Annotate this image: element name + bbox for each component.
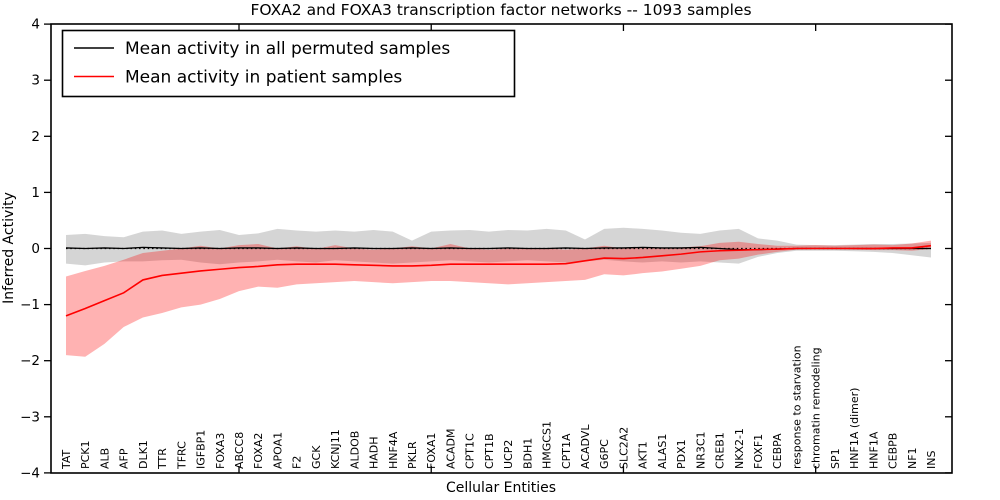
- x-tick-label: DLK1: [137, 440, 150, 469]
- legend-box: [61, 29, 516, 98]
- x-tick-label: PDX1: [675, 439, 688, 469]
- x-tick-label: NF1: [906, 447, 919, 469]
- patient-band: [66, 240, 931, 357]
- y-tick-label: 3: [31, 73, 40, 89]
- x-tick-label: AFP: [118, 448, 131, 469]
- legend: Mean activity in all permuted samples Me…: [61, 29, 516, 98]
- x-tick-label: INS: [925, 451, 938, 469]
- legend-permuted-label: Mean activity in all permuted samples: [125, 39, 450, 59]
- x-tick-label: TFRC: [175, 441, 188, 470]
- x-tick-label: CPT1A: [560, 433, 573, 469]
- x-tick-label: PKLR: [406, 441, 419, 469]
- y-tick-label: −2: [20, 353, 40, 369]
- x-tick-label: HNF1A: [867, 431, 880, 469]
- x-tick-label: APOA1: [271, 432, 284, 469]
- x-tick-label: GCK: [310, 445, 323, 469]
- permuted-band: [66, 227, 931, 266]
- y-tick-label: −4: [20, 465, 40, 481]
- x-tick-label: CREB1: [714, 432, 727, 469]
- y-axis-label: Inferred Activity: [1, 192, 17, 304]
- x-tick-label: HADH: [368, 436, 381, 469]
- x-tick-label: SP1: [829, 448, 842, 469]
- x-tick-label: HNF4A: [387, 431, 400, 469]
- y-tick-label: 2: [31, 129, 40, 145]
- x-tick-label: CPT1C: [464, 433, 477, 469]
- y-tick-label: 1: [31, 185, 40, 201]
- x-tick-label: TAT: [60, 449, 73, 470]
- y-tick-label: 4: [31, 17, 40, 33]
- chart-title: FOXA2 and FOXA3 transcription factor net…: [250, 1, 751, 19]
- x-tick-label: FOXA2: [252, 433, 265, 469]
- x-tick-label: IGFBP1: [195, 430, 208, 469]
- x-tick-label: NKX2-1: [733, 428, 746, 469]
- legend-patient-label: Mean activity in patient samples: [125, 68, 402, 88]
- x-tick-label: UCP2: [502, 440, 515, 469]
- x-tick-label: PCK1: [79, 440, 92, 469]
- x-tick-label: HNF1A (dimer): [848, 388, 861, 469]
- x-tick-label: ALB: [98, 448, 111, 469]
- y-tick-label: −3: [20, 409, 40, 425]
- x-tick-label: ACADVL: [579, 424, 592, 469]
- x-tick-label: chromatin remodeling: [810, 347, 823, 469]
- x-tick-label: FOXF1: [752, 434, 765, 469]
- x-tick-label: NR3C1: [694, 431, 707, 469]
- x-tick-label: ALDOB: [348, 431, 361, 469]
- patient-mean-line: [65, 244, 932, 317]
- x-tick-label: G6PC: [598, 439, 611, 469]
- x-tick-label: AKT1: [637, 441, 650, 469]
- plot-area: −4 −3 −2 −1 0 1 2 3 4 TAT PCK1 ALB AFP DLK1 TTR TFRC IGF…: [20, 17, 953, 481]
- x-tick-label: TTR: [156, 448, 169, 470]
- x-tick-label: F2: [291, 456, 304, 469]
- x-tick-label: CEBPB: [887, 433, 900, 469]
- x-tick-label: HMGCS1: [541, 421, 554, 469]
- y-tick-label: 0: [31, 241, 40, 257]
- x-tick-label: BDH1: [521, 438, 534, 469]
- x-tick-label: ABCC8: [233, 432, 246, 469]
- x-tick-label: CEBPA: [771, 433, 784, 469]
- x-tick-label: SLC2A2: [617, 427, 630, 469]
- x-tick-label: CPT1B: [483, 433, 496, 469]
- x-tick-label: response to starvation: [790, 345, 803, 469]
- x-tick-label: ALAS1: [656, 434, 669, 469]
- y-tick-label: −1: [20, 297, 40, 313]
- x-tick-label: FOXA1: [425, 433, 438, 469]
- x-axis-label: Cellular Entities: [446, 480, 556, 496]
- x-tick-label: ACADM: [444, 429, 457, 470]
- x-tick-label: KCNJ11: [329, 429, 342, 469]
- x-tick-label: FOXA3: [214, 433, 227, 469]
